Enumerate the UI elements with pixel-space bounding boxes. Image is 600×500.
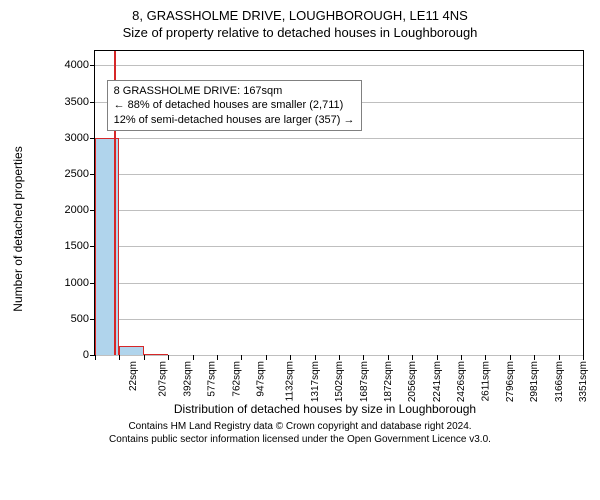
gridline bbox=[95, 246, 583, 247]
x-tick-mark bbox=[461, 355, 462, 360]
annotation-line: 8 GRASSHOLME DRIVE: 167sqm bbox=[114, 84, 355, 98]
x-tick-mark bbox=[193, 355, 194, 360]
x-tick-mark bbox=[266, 355, 267, 360]
gridline bbox=[95, 65, 583, 66]
y-tick-label: 0 bbox=[83, 349, 89, 361]
x-tick-label: 2426sqm bbox=[456, 361, 467, 402]
x-tick-mark bbox=[510, 355, 511, 360]
x-tick-label: 1687sqm bbox=[359, 361, 370, 402]
x-tick-mark bbox=[119, 355, 120, 360]
y-tick-label: 2500 bbox=[65, 168, 89, 180]
x-tick-label: 2056sqm bbox=[408, 361, 419, 402]
histogram-bar bbox=[144, 354, 168, 355]
y-tick-mark bbox=[90, 65, 95, 66]
y-tick-label: 500 bbox=[71, 313, 89, 325]
x-tick-label: 947sqm bbox=[256, 361, 267, 397]
gridline bbox=[95, 174, 583, 175]
x-tick-mark bbox=[290, 355, 291, 360]
x-tick-label: 1502sqm bbox=[334, 361, 345, 402]
x-tick-mark bbox=[437, 355, 438, 360]
annotation-line: ← 88% of detached houses are smaller (2,… bbox=[114, 98, 355, 112]
chart-subtitle: Size of property relative to detached ho… bbox=[6, 25, 594, 40]
x-tick-label: 392sqm bbox=[182, 361, 193, 397]
x-tick-mark bbox=[534, 355, 535, 360]
x-tick-label: 1317sqm bbox=[310, 361, 321, 402]
x-tick-mark bbox=[168, 355, 169, 360]
histogram-bar bbox=[119, 346, 143, 355]
x-tick-label: 2241sqm bbox=[432, 361, 443, 402]
x-tick-label: 762sqm bbox=[231, 361, 242, 397]
gridline bbox=[95, 319, 583, 320]
y-tick-label: 3500 bbox=[65, 96, 89, 108]
x-tick-label: 2981sqm bbox=[530, 361, 541, 402]
gridline bbox=[95, 138, 583, 139]
gridline bbox=[95, 210, 583, 211]
x-tick-label: 1132sqm bbox=[285, 361, 296, 401]
y-tick-label: 1000 bbox=[65, 277, 89, 289]
x-tick-mark bbox=[363, 355, 364, 360]
x-tick-label: 3351sqm bbox=[578, 361, 589, 402]
y-tick-label: 2000 bbox=[65, 204, 89, 216]
plot-area: 0500100015002000250030003500400022sqm207… bbox=[94, 50, 584, 356]
x-tick-label: 2796sqm bbox=[505, 361, 516, 402]
x-tick-label: 22sqm bbox=[128, 361, 139, 391]
chart-area: Number of detached properties 0500100015… bbox=[62, 44, 588, 414]
x-tick-mark bbox=[388, 355, 389, 360]
x-tick-mark bbox=[559, 355, 560, 360]
x-tick-mark bbox=[144, 355, 145, 360]
y-axis-label: Number of detached properties bbox=[11, 146, 25, 311]
x-tick-label: 2611sqm bbox=[480, 361, 491, 401]
y-tick-label: 3000 bbox=[65, 132, 89, 144]
x-tick-mark bbox=[217, 355, 218, 360]
footer-line: Contains public sector information licen… bbox=[6, 433, 594, 446]
footer: Contains HM Land Registry data © Crown c… bbox=[6, 420, 594, 446]
annotation-box: 8 GRASSHOLME DRIVE: 167sqm ← 88% of deta… bbox=[107, 80, 362, 131]
x-tick-mark bbox=[583, 355, 584, 360]
footer-line: Contains HM Land Registry data © Crown c… bbox=[6, 420, 594, 433]
chart-title: 8, GRASSHOLME DRIVE, LOUGHBOROUGH, LE11 … bbox=[6, 8, 594, 23]
y-tick-label: 4000 bbox=[65, 59, 89, 71]
y-tick-mark bbox=[90, 102, 95, 103]
x-tick-label: 577sqm bbox=[207, 361, 218, 397]
annotation-line: 12% of semi-detached houses are larger (… bbox=[114, 113, 355, 127]
y-tick-label: 1500 bbox=[65, 240, 89, 252]
x-axis-label: Distribution of detached houses by size … bbox=[62, 402, 588, 416]
chart-container: 8, GRASSHOLME DRIVE, LOUGHBOROUGH, LE11 … bbox=[0, 0, 600, 500]
x-tick-label: 1872sqm bbox=[383, 361, 394, 402]
x-tick-mark bbox=[315, 355, 316, 360]
x-tick-mark bbox=[95, 355, 96, 360]
x-tick-mark bbox=[241, 355, 242, 360]
x-tick-mark bbox=[485, 355, 486, 360]
x-tick-label: 207sqm bbox=[158, 361, 169, 397]
gridline bbox=[95, 283, 583, 284]
x-tick-mark bbox=[339, 355, 340, 360]
x-tick-label: 3166sqm bbox=[554, 361, 565, 402]
x-tick-mark bbox=[412, 355, 413, 360]
